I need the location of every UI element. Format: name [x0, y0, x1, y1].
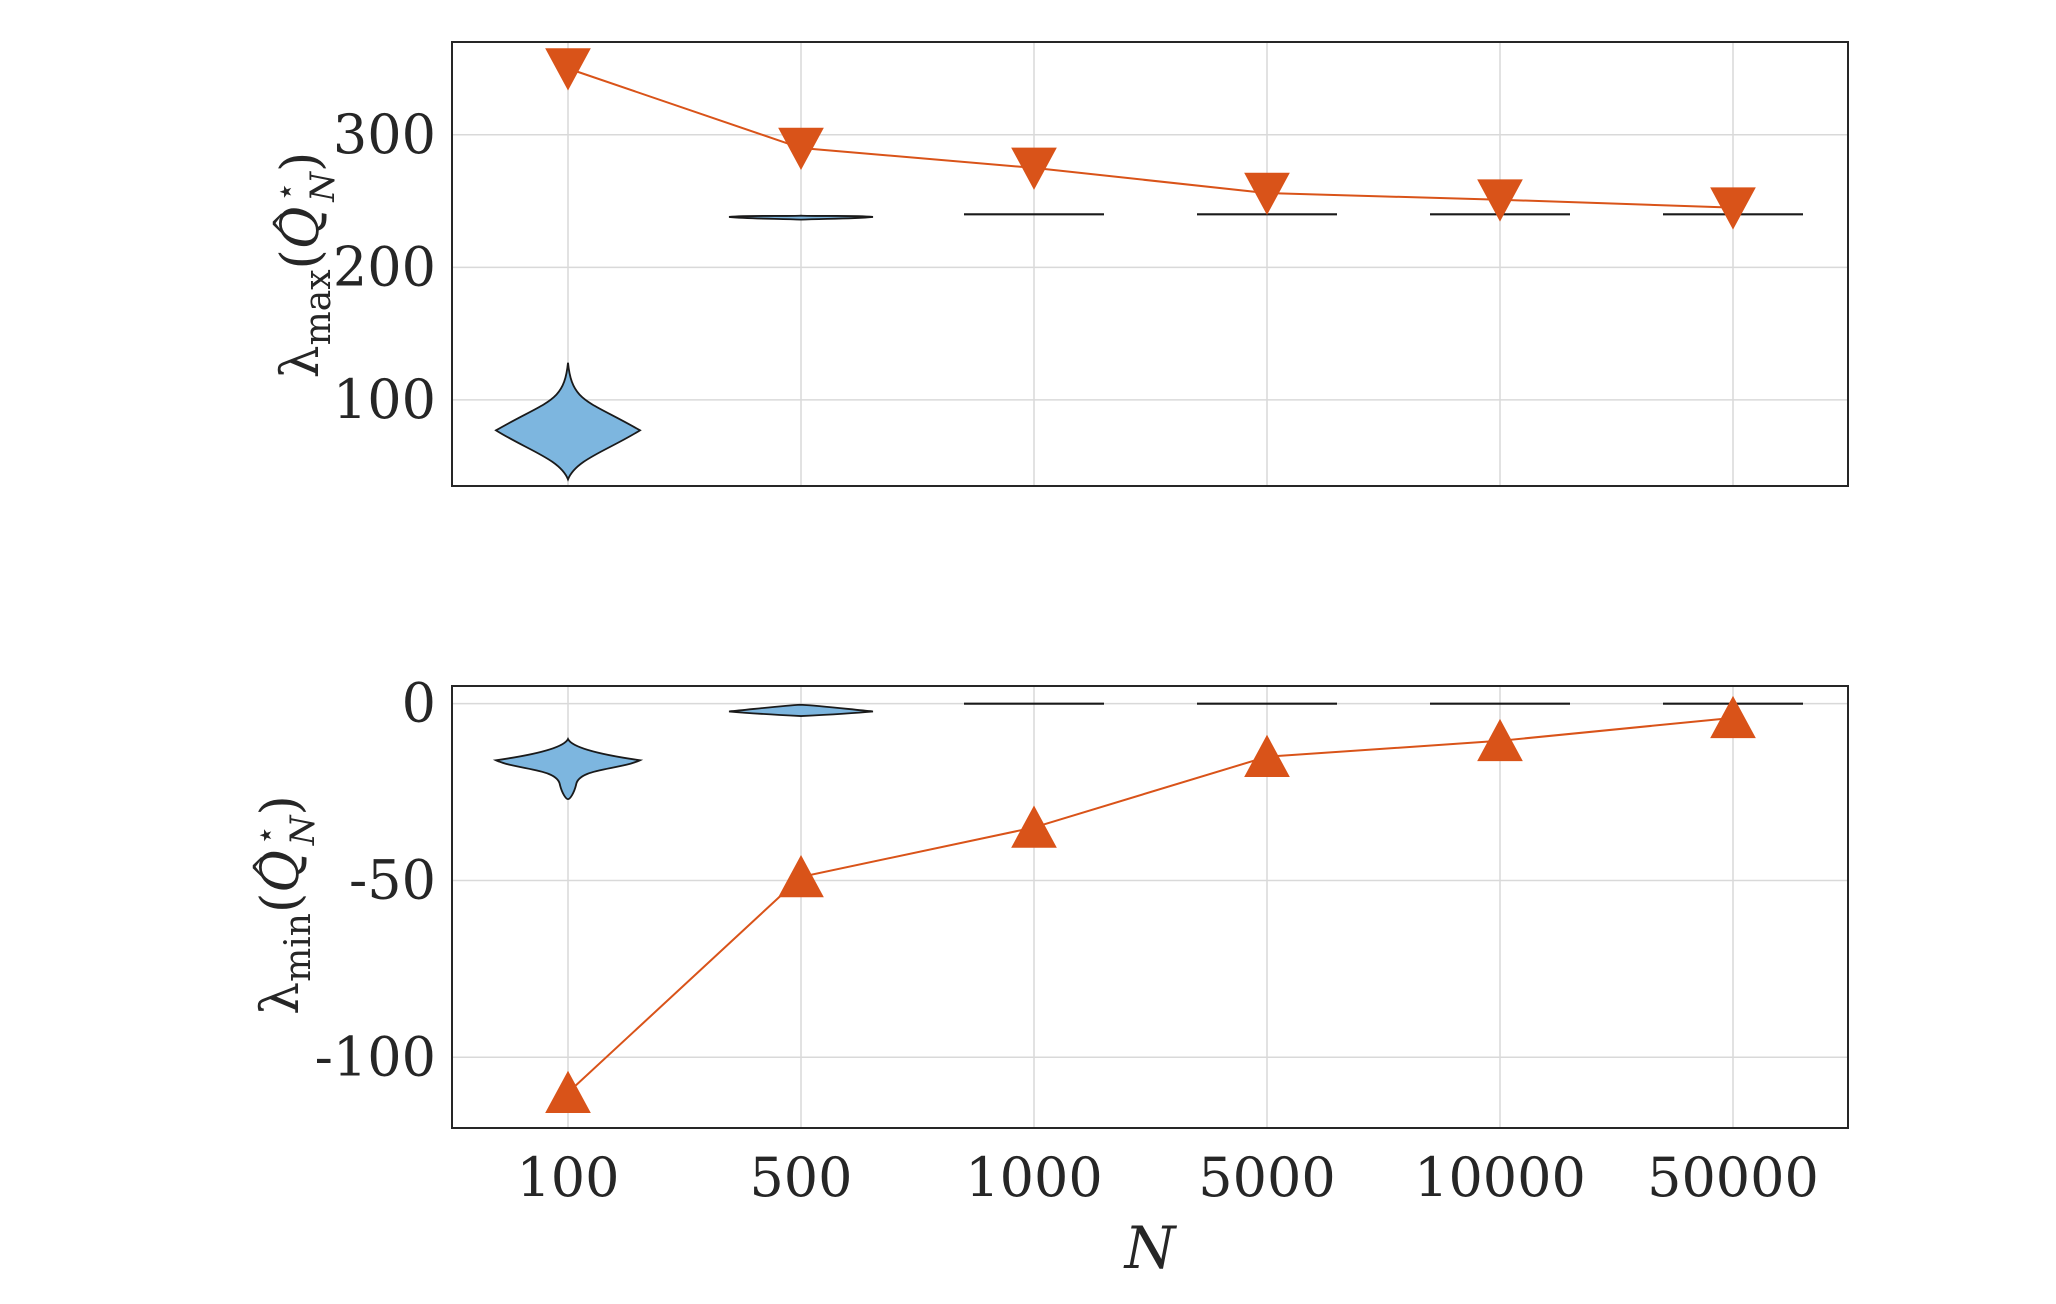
violin-100: [494, 362, 642, 482]
y-axis-label-lambda-max: λmax(Q^⋆N): [266, 152, 343, 379]
x-tick-label: 500: [749, 1146, 852, 1209]
bound-marker-10000: [1477, 718, 1523, 762]
y-tick-label: -100: [315, 1025, 436, 1088]
x-tick-label: 1000: [965, 1146, 1102, 1209]
bound-marker-5000: [1244, 172, 1290, 216]
bound-marker-100: [545, 1070, 591, 1113]
bound-marker-5000: [1244, 734, 1290, 778]
y-tick-label: 0: [402, 672, 436, 735]
bound-marker-10000: [1477, 179, 1523, 222]
axes-frame: [451, 41, 1849, 487]
x-tick-label: 50000: [1647, 1146, 1819, 1209]
x-axis-label: N: [1123, 1214, 1178, 1282]
violin-100: [492, 737, 644, 801]
y-tick-label: 300: [333, 103, 436, 166]
bound-marker-1000: [1011, 805, 1057, 848]
lambda-min-panel: 0 -50 -100 100 500 1000 5000 10000 50000: [315, 672, 1849, 1209]
violin-500: [728, 214, 874, 221]
y-tick-label: 200: [333, 235, 436, 298]
bound-marker-500: [778, 854, 824, 898]
bound-marker-100: [545, 48, 591, 91]
violin-500: [728, 703, 874, 717]
x-tick-label: 5000: [1198, 1146, 1335, 1209]
y-tick-label: -50: [349, 848, 436, 911]
bound-marker-50000: [1710, 695, 1756, 739]
lambda-max-panel: 100 200 300: [333, 41, 1849, 487]
bound-series-line: [567, 716, 1734, 1094]
bound-series-line: [567, 67, 1734, 209]
x-tick-label: 100: [516, 1146, 619, 1209]
x-tick-label: 10000: [1414, 1146, 1586, 1209]
bound-marker-50000: [1710, 187, 1756, 230]
bound-marker-1000: [1011, 147, 1057, 190]
bound-marker-500: [778, 127, 824, 170]
y-tick-label: 100: [333, 368, 436, 431]
y-axis-label-lambda-min: λmin(Q^⋆N): [246, 795, 323, 1015]
axes-frame: [451, 685, 1849, 1129]
